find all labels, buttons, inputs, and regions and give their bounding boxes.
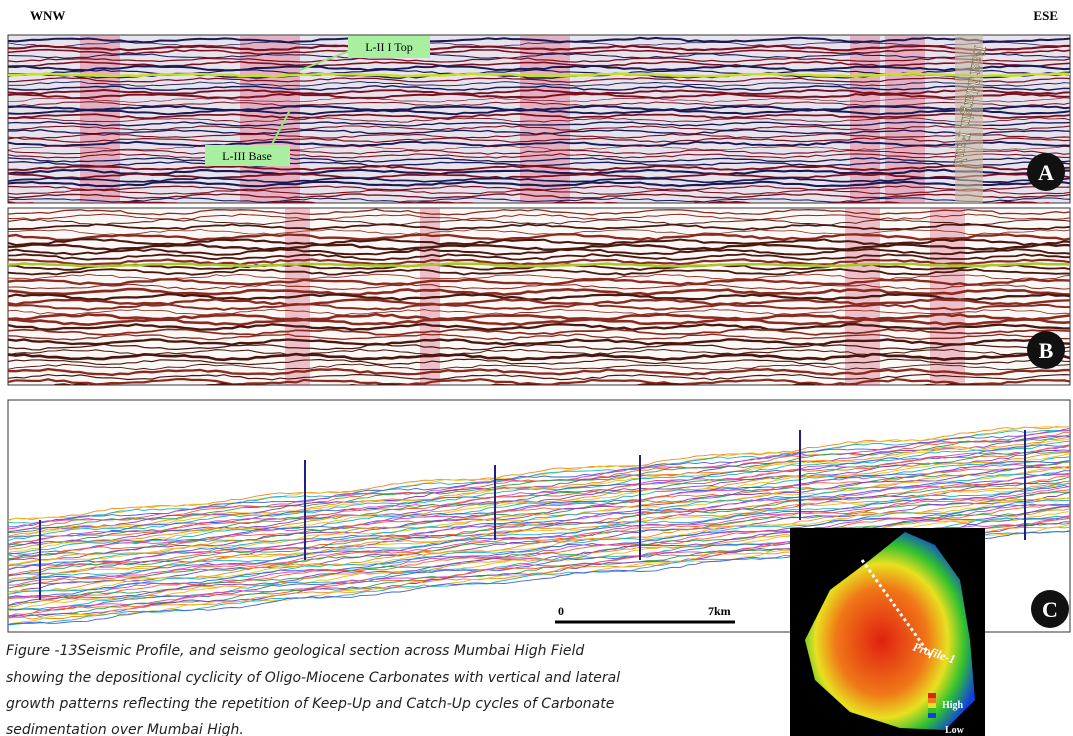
legend-swatch — [928, 713, 936, 718]
legend-swatch — [928, 703, 936, 708]
legend-swatch — [928, 698, 936, 703]
panel-letter: C — [1042, 597, 1058, 622]
panel-letter: A — [1038, 160, 1054, 185]
caption-line: sedimentation over Mumbai High. — [6, 722, 244, 736]
scale-label: 0 — [558, 604, 564, 618]
inset-map: Profile-1 High Low — [790, 528, 985, 736]
panel-letter: B — [1039, 338, 1054, 363]
horizon-label: L-II I Top — [365, 40, 413, 54]
caption-line: growth patterns reflecting the repetitio… — [6, 696, 614, 712]
horizon-label: L-III Base — [222, 149, 272, 163]
scale-label: 7km — [708, 604, 731, 618]
figure: WNW ESE L-II I Top L-III Base East Margi… — [0, 0, 1073, 736]
legend-label: High — [942, 700, 964, 711]
direction-left: WNW — [30, 8, 65, 23]
legend-swatch — [928, 693, 936, 698]
caption-line: Figure -13Seismic Profile, and seismo ge… — [6, 643, 584, 659]
direction-right: ESE — [1033, 8, 1058, 23]
legend-label: Low — [945, 725, 965, 736]
legend-swatch — [928, 708, 936, 713]
caption-line: showing the depositional cyclicity of Ol… — [6, 670, 620, 686]
